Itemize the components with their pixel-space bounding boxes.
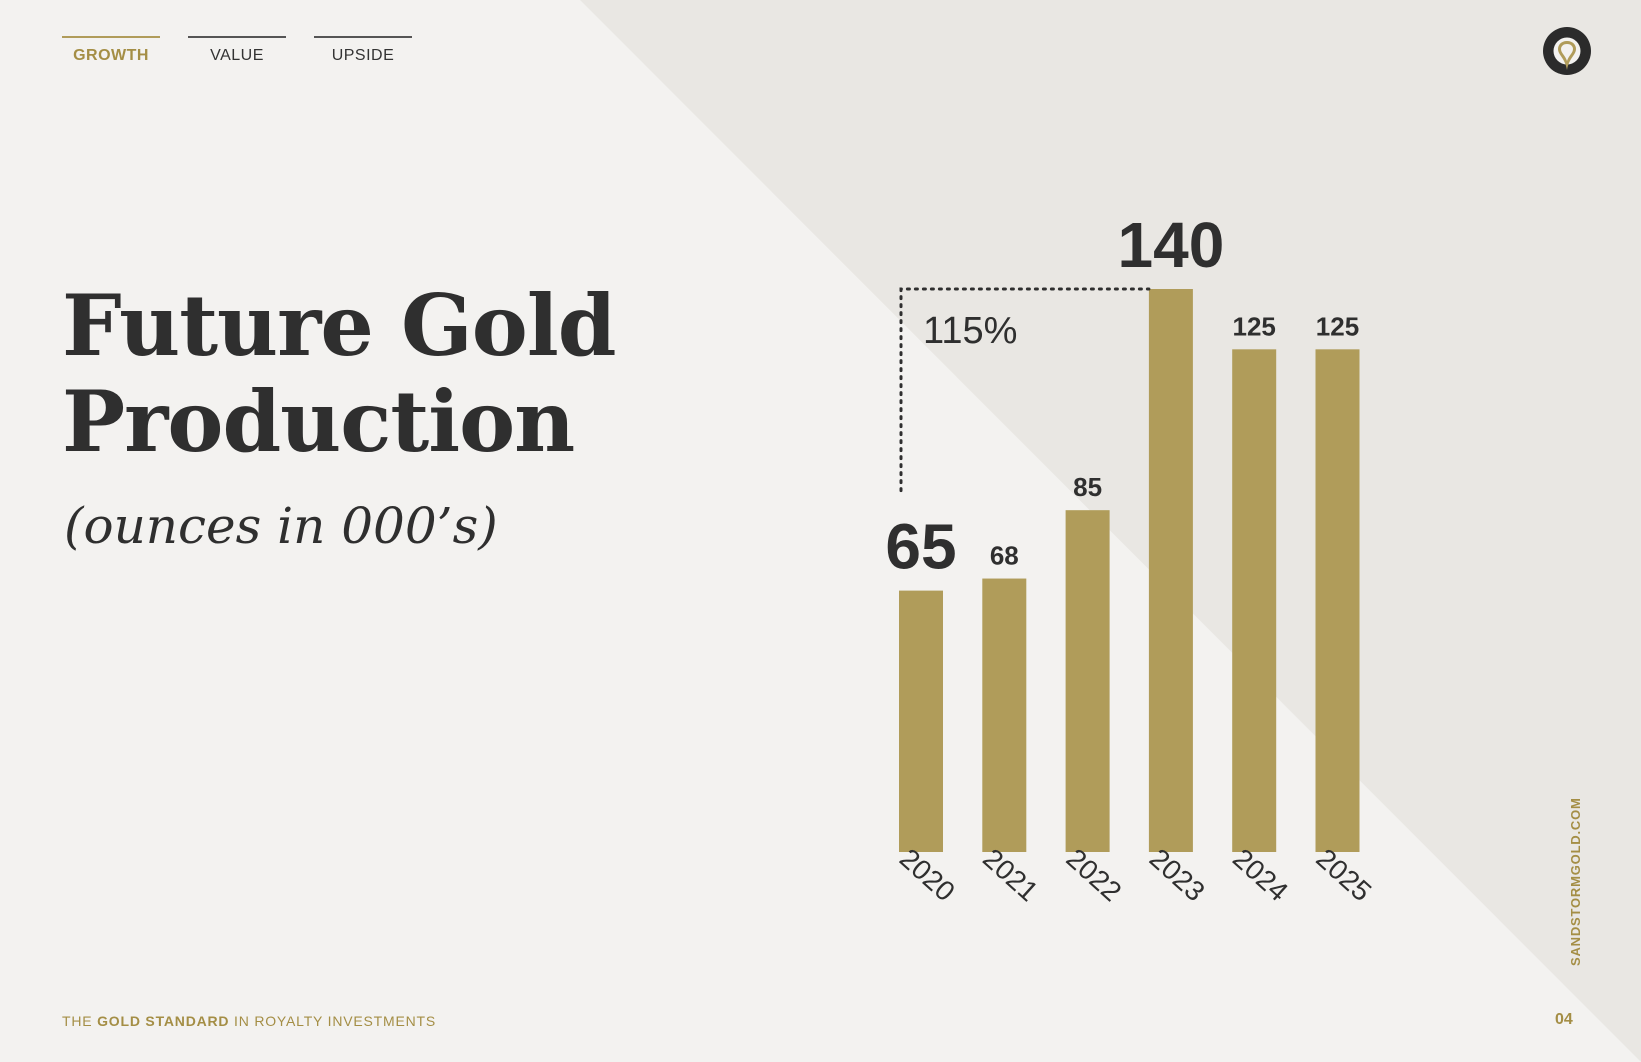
x-tick-2022: 2022 [1060, 843, 1127, 908]
data-label-2025: 125 [1316, 311, 1359, 341]
x-tick-2024: 2024 [1227, 843, 1294, 908]
tab-growth[interactable]: GROWTH [62, 36, 160, 65]
x-tick-2021: 2021 [977, 843, 1044, 908]
page-subtitle: (ounces in 000’s) [64, 497, 498, 555]
x-tick-2020: 2020 [894, 843, 961, 908]
bar-2021 [982, 578, 1027, 852]
tab-upside[interactable]: UPSIDE [314, 36, 412, 65]
data-label-2024: 125 [1233, 311, 1276, 341]
page-number: 04 [1555, 1011, 1573, 1028]
bar-2023 [1148, 289, 1193, 852]
title-line-1: Future Gold [62, 276, 616, 375]
tagline-prefix: THE [62, 1013, 98, 1029]
footer-tagline: THE GOLD STANDARD IN ROYALTY INVESTMENTS [62, 1013, 436, 1029]
title-line-2: Production [62, 372, 575, 471]
tagline-highlight: GOLD STANDARD [97, 1013, 230, 1029]
data-label-2020: 65 [885, 511, 956, 583]
tab-value[interactable]: VALUE [188, 36, 286, 65]
bar-2024 [1232, 349, 1277, 852]
bar-2022 [1065, 510, 1110, 852]
bar-2025 [1315, 349, 1360, 852]
data-label-2023: 140 [1118, 209, 1225, 281]
gold-drop-ring-icon [1543, 27, 1591, 75]
data-label-2022: 85 [1073, 472, 1102, 502]
bar-2020 [899, 590, 943, 852]
x-tick-2023: 2023 [1144, 843, 1211, 908]
website-label[interactable]: SANDSTORMGOLD.COM [1568, 797, 1583, 966]
tagline-suffix: IN ROYALTY INVESTMENTS [229, 1013, 436, 1029]
growth-bracket-line [899, 287, 1151, 493]
x-tick-2025: 2025 [1310, 843, 1377, 908]
page-title: Future Gold Production [62, 276, 616, 471]
data-label-2021: 68 [990, 541, 1019, 571]
growth-annotation-label: 115% [923, 310, 1017, 352]
